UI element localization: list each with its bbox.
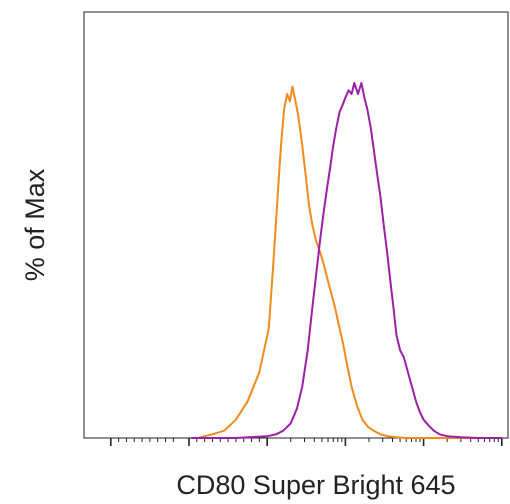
x-axis-ticks (109, 438, 503, 446)
series-layer (191, 82, 502, 439)
x-axis-label: CD80 Super Bright 645 (176, 470, 455, 500)
y-axis-label: % of Max (20, 168, 50, 281)
histogram-series-2 (191, 82, 502, 439)
plot-frame (83, 11, 509, 439)
histogram-series-1 (191, 85, 502, 439)
